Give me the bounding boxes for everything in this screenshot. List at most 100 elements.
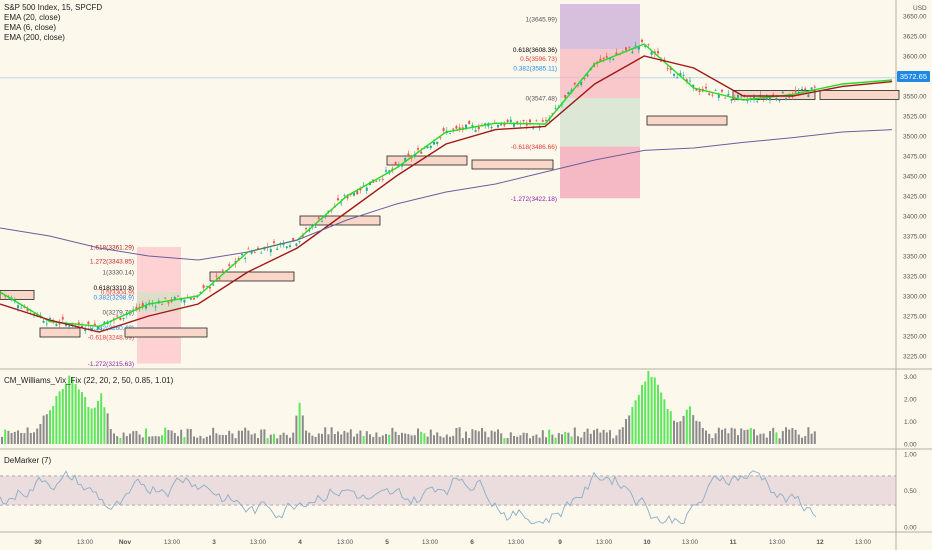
vix-bar [468, 437, 471, 444]
candle-body [583, 78, 586, 80]
vix-bar [609, 430, 611, 444]
vix-bar [474, 430, 477, 444]
vix-bar [647, 370, 650, 444]
vix-bar [439, 436, 442, 444]
dem-tick-label: 1.00 [904, 452, 917, 459]
vix-bar [308, 432, 311, 444]
vix-bar [602, 429, 605, 444]
vix-bar [490, 430, 493, 444]
fib-label-left: 0.382(3298.9) [94, 294, 134, 301]
vix-bar [596, 428, 599, 444]
vix-bar [621, 427, 624, 444]
vix-bar [337, 431, 339, 444]
vix-bar [525, 433, 528, 444]
vix-bar [65, 383, 67, 444]
candle-body [513, 124, 515, 127]
time-tick-label: 13:00 [769, 539, 786, 546]
vix-bar [487, 437, 490, 444]
candle-body [775, 98, 778, 101]
candle-body [4, 295, 7, 297]
candle-body [394, 162, 397, 165]
candle-body [657, 50, 659, 54]
fib-label-right: -1.272(3422.18) [511, 196, 557, 203]
candle-body [516, 121, 519, 125]
candle-body [100, 328, 103, 330]
vix-bar [471, 429, 474, 444]
vix-bar [570, 436, 573, 444]
candle-body [337, 198, 339, 201]
candle-body [458, 127, 461, 129]
dem-legend: DeMarker (7) [4, 456, 52, 465]
candle-body [26, 308, 29, 312]
vix-bar [765, 437, 768, 444]
vix-bar [167, 429, 170, 444]
candle-body [253, 252, 256, 254]
vix-bar [154, 436, 157, 444]
fib-label-right: 0.618(3608.36) [513, 47, 557, 54]
vix-bar [461, 438, 464, 444]
vix-bar [701, 428, 704, 444]
candle-body [756, 101, 759, 103]
candle-body [209, 287, 211, 289]
vix-bar [679, 421, 682, 444]
vix-bar [391, 427, 394, 444]
vix-bar [743, 430, 746, 444]
vix-bar [273, 434, 275, 444]
time-tick-label: 30 [34, 539, 42, 546]
candle-body [273, 241, 275, 243]
vix-bar [282, 432, 285, 444]
level-box [646, 115, 728, 126]
time-tick-label: 13:00 [77, 539, 94, 546]
candle-body [295, 243, 298, 246]
vix-bar [813, 431, 816, 444]
time-tick-label: 13:00 [596, 539, 613, 546]
candle-body [772, 94, 775, 96]
price-tick-label: 3375.00 [903, 234, 927, 241]
candle-body [682, 75, 685, 76]
candle-body [705, 86, 707, 89]
vix-bar [631, 406, 634, 444]
candle-body [218, 278, 221, 280]
candle-body [119, 317, 122, 321]
vix-bar [215, 433, 218, 444]
vix-bar [775, 432, 778, 444]
vix-bar [577, 436, 579, 444]
vix-bar [653, 377, 656, 444]
candle-body [180, 298, 183, 301]
vix-bar [39, 423, 42, 444]
legend-ema6: EMA (6, close) [4, 23, 57, 32]
vix-bar [317, 433, 320, 444]
candle-body [698, 90, 701, 93]
vix-bar [785, 427, 787, 444]
time-tick-label: 5 [385, 539, 389, 546]
candle-body [276, 248, 279, 250]
candle-body [801, 88, 803, 90]
vix-bar [541, 430, 544, 444]
candle-body [97, 326, 99, 330]
vix-bar [49, 410, 51, 444]
vix-bar [423, 433, 426, 444]
ema200-line [0, 129, 893, 261]
vix-bar [586, 428, 589, 444]
level-box [39, 327, 81, 338]
vix-bar [295, 415, 298, 444]
candle-body [103, 321, 106, 325]
price-tick-label: 3300.00 [903, 294, 927, 301]
vix-bar [455, 427, 458, 444]
vix-bar [634, 400, 637, 444]
vix-bar [567, 432, 570, 444]
vix-bar [625, 418, 627, 444]
candle-body [497, 124, 499, 128]
vix-bar [23, 433, 26, 444]
price-tick-label: 3350.00 [903, 254, 927, 261]
vix-bar [721, 429, 723, 444]
candle-body [733, 97, 736, 100]
candle-body [455, 126, 458, 129]
vix-bar [199, 435, 202, 444]
candle-body [660, 61, 663, 62]
vix-bar [100, 393, 103, 444]
candle-body [205, 285, 208, 287]
vix-tick-label: 2.00 [904, 397, 917, 404]
candle-body [442, 128, 445, 132]
candle-body [679, 73, 682, 76]
